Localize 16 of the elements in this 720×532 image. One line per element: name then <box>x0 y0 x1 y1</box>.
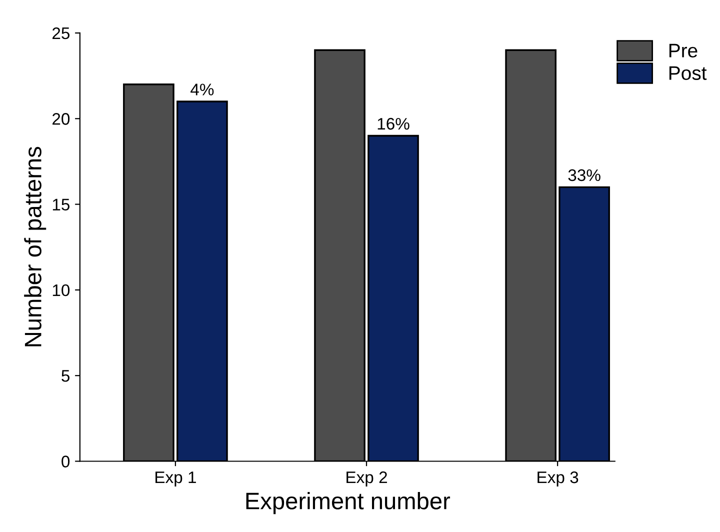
x-tick-label: Exp 3 <box>538 471 578 487</box>
annotation: 16% <box>378 118 410 130</box>
y-axis-title: Number of patterns <box>24 146 46 346</box>
y-tick-label: 5 <box>62 370 70 382</box>
y-tick-label: 10 <box>52 284 70 296</box>
annotation: 33% <box>568 169 600 182</box>
y-tick-label: 25 <box>52 27 70 40</box>
annotation: 4% <box>190 84 214 96</box>
legend-label: Post <box>669 66 707 80</box>
x-axis-title: Experiment number <box>246 492 450 514</box>
y-tick-label: 20 <box>52 113 70 125</box>
y-tick-label: 0 <box>62 456 70 468</box>
legend-label: Pre <box>669 44 698 58</box>
x-tick-label: Exp 1 <box>156 472 196 487</box>
x-tick-label: Exp 2 <box>346 471 387 487</box>
y-tick-label: 15 <box>52 198 70 210</box>
